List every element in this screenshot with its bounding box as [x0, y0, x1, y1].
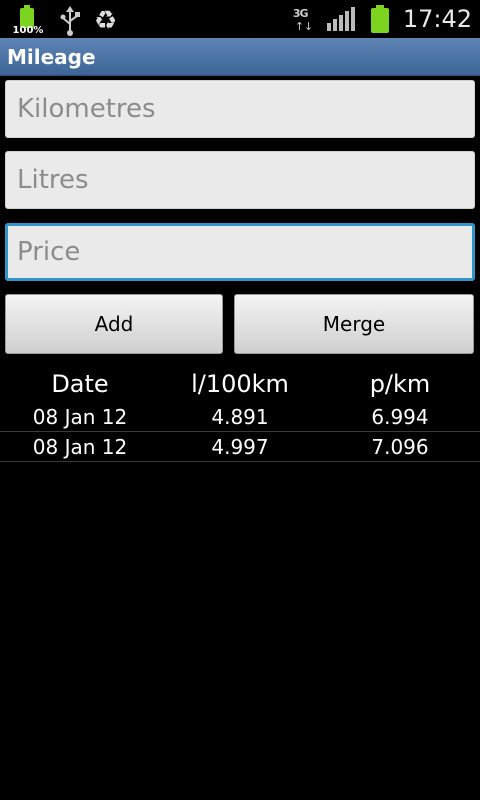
kilometres-input[interactable]	[5, 80, 475, 138]
header-date: Date	[51, 370, 109, 398]
network-type-label: 3G	[292, 7, 309, 20]
cell-date: 08 Jan 12	[32, 434, 128, 459]
cell-consumption: 4.997	[211, 434, 269, 459]
usb-icon	[58, 6, 82, 40]
cell-date: 08 Jan 12	[32, 404, 128, 429]
litres-input[interactable]	[5, 151, 475, 209]
add-button[interactable]: Add	[5, 294, 223, 354]
clock: 17:42	[402, 5, 472, 33]
header-price-per-km: p/km	[369, 370, 431, 398]
table-header: Date l/100km p/km	[0, 366, 480, 402]
cell-consumption: 4.891	[211, 404, 269, 429]
price-input[interactable]	[5, 223, 475, 281]
battery-icon	[370, 5, 389, 33]
battery-percent-label: 100%	[12, 25, 44, 36]
cell-price-per-km: 7.096	[371, 434, 429, 459]
battery-full-notification-icon: 100%	[12, 4, 44, 38]
cell-price-per-km: 6.994	[371, 404, 429, 429]
merge-button[interactable]: Merge	[234, 294, 474, 354]
recycle-icon: ♻	[94, 6, 118, 36]
status-bar-right: 3G ↑↓ 17:42	[291, 0, 472, 38]
table-row[interactable]: 08 Jan 12 4.891 6.994	[0, 402, 480, 432]
table-row[interactable]: 08 Jan 12 4.997 7.096	[0, 432, 480, 462]
app-title: Mileage	[7, 44, 96, 69]
status-bar-left: 100% ♻	[12, 4, 118, 36]
title-bar: Mileage	[0, 38, 480, 76]
mileage-table: Date l/100km p/km 08 Jan 12 4.891 6.994 …	[0, 366, 480, 462]
status-bar: 100% ♻ 3G ↑↓	[0, 0, 480, 38]
network-3g-icon: 3G ↑↓	[292, 7, 314, 33]
signal-strength-icon	[326, 7, 357, 31]
header-consumption: l/100km	[191, 370, 289, 398]
